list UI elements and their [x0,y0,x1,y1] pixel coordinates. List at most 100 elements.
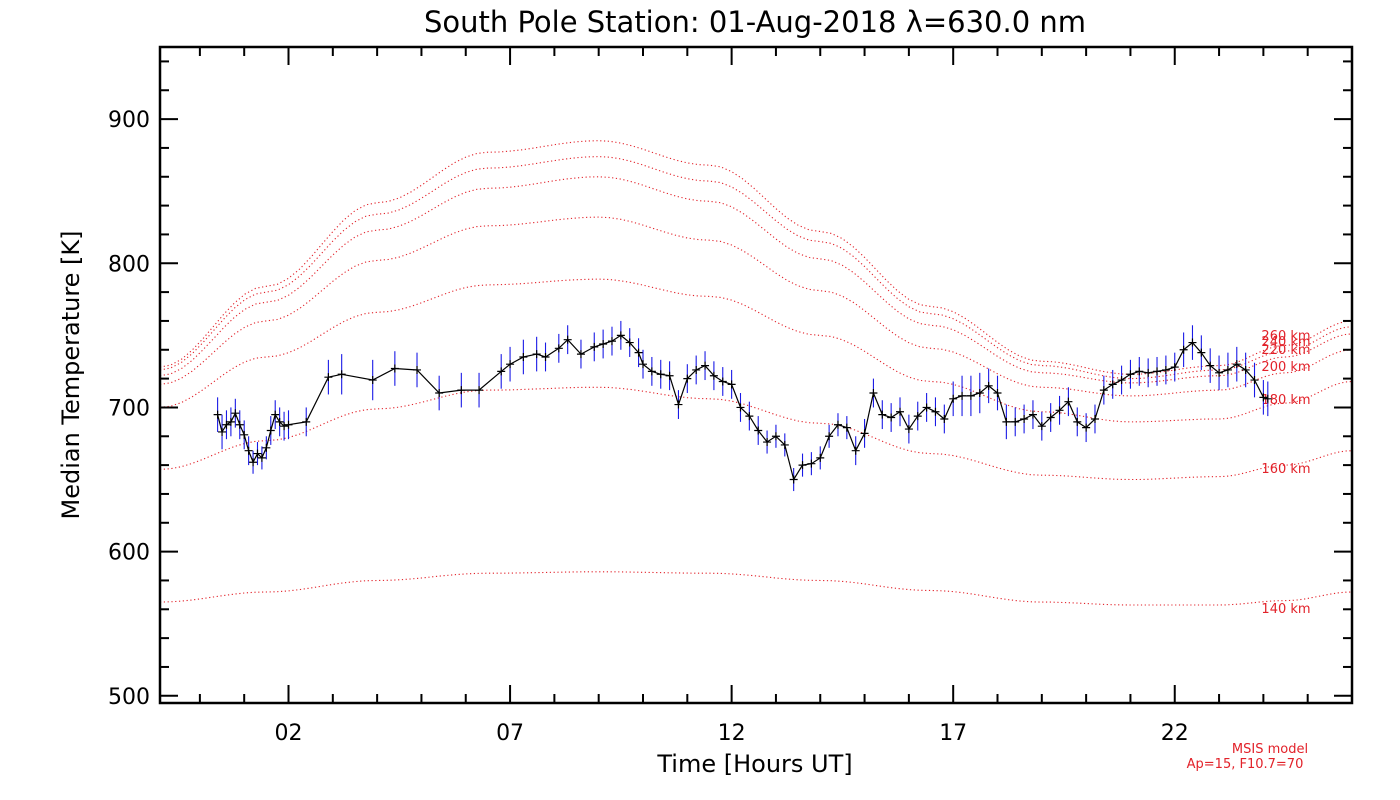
data-point [1055,406,1064,415]
y-tick-label: 900 [108,108,150,133]
data-point [718,377,727,386]
data-point [1144,368,1153,377]
data-point [506,360,515,369]
data-point [683,374,692,383]
model-curve-240km [159,156,1353,380]
data-point [780,440,789,449]
data-point [275,417,284,426]
x-tick-label: 17 [939,721,967,746]
data-point [280,422,289,431]
data-point [931,407,940,416]
data-point [896,407,905,416]
data-point [1046,413,1055,422]
data-point [842,423,851,432]
data-point [833,420,842,429]
data-point [226,417,235,426]
data-point [266,426,275,435]
data-point [656,370,665,379]
model-note-line2: Ap=15, F10.7=70 [1187,757,1304,772]
y-tick-label: 700 [108,396,150,421]
x-axis-label: Time [Hours UT] [656,750,852,778]
data-point [231,409,240,418]
data-point [457,386,466,395]
data-point [807,459,816,468]
data-point [1250,376,1259,385]
data-point [1197,348,1206,357]
data-point [368,376,377,385]
data-point [240,430,249,439]
data-point [1223,365,1232,374]
data-point [1028,410,1037,419]
x-tick-label: 07 [496,721,524,746]
model-curve-180km [159,278,1353,423]
data-point [271,410,280,419]
data-point [1090,414,1099,423]
x-tick-label: 22 [1161,721,1189,746]
data-point [1188,338,1197,347]
data-point [625,338,634,347]
data-point [576,350,585,359]
data-point [1099,386,1108,395]
data-point [1153,367,1162,376]
data-point [674,400,683,409]
data-point [554,344,563,353]
data-point [218,427,227,436]
data-point [940,414,949,423]
data-point [324,373,333,382]
data-point [763,438,772,447]
data-point [244,446,253,455]
data-point [878,410,887,419]
data-point [1037,422,1046,431]
model-curve-200km [159,216,1353,397]
data-point [647,367,656,376]
model-curve-160km [159,386,1353,481]
data-point [825,432,834,441]
data-point [984,381,993,390]
data-point [1232,360,1241,369]
data-point [665,371,674,380]
data-point [1241,365,1250,374]
model-curve-220km [159,176,1353,384]
data-point [213,410,222,419]
data-point [798,461,807,470]
model-curve-label: 260 km [1261,329,1310,344]
data-point [497,367,506,376]
data-point [253,449,262,458]
data-point [235,420,244,429]
data-point [701,361,710,370]
y-tick-label: 800 [108,252,150,277]
data-point [1206,361,1215,370]
data-point [1215,368,1224,377]
data-point [1161,365,1170,374]
data-point [904,425,913,434]
data-point [922,403,931,412]
x-tick-label: 12 [718,721,746,746]
data-point [639,360,648,369]
data-point [993,389,1002,398]
data-point [390,364,399,373]
data-point [1179,345,1188,354]
y-tick-label: 600 [108,541,150,566]
series-line [217,334,1268,482]
data-point [887,413,896,422]
model-curve-label: 180 km [1261,393,1310,408]
data-point [1073,417,1082,426]
x-tick-label: 02 [275,721,303,746]
data-point [958,391,967,400]
data-point [590,342,599,351]
data-point [771,432,780,441]
model-curve-label: 160 km [1261,462,1310,477]
data-point [519,352,528,361]
x-axis-ticks: 02 07 12 17 22 [198,47,1309,746]
data-point [1117,376,1126,385]
data-point [1011,417,1020,426]
model-curve-label: 240 km [1261,335,1310,350]
data-point [789,475,798,484]
data-point [302,417,311,426]
data-point [563,335,572,344]
data-point [949,394,958,403]
data-point [860,429,869,438]
data-point [745,412,754,421]
